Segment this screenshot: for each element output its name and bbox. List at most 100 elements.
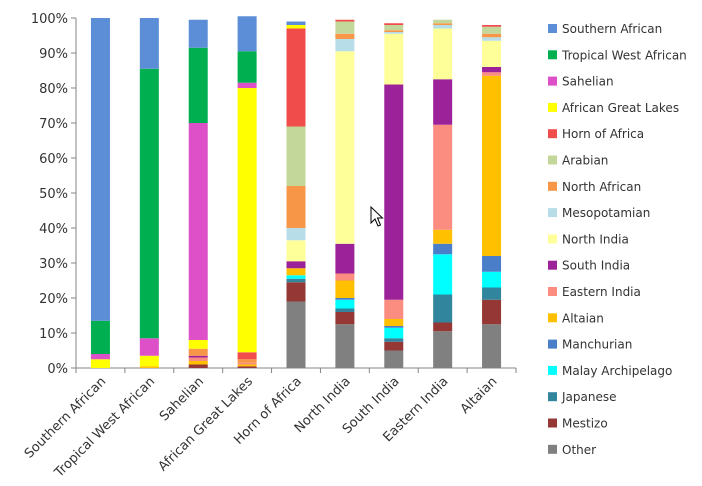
legend-entry: Mestizo [562,417,608,431]
legend-swatch [548,208,557,218]
bar-segment-mesopotamian [433,25,453,29]
legend-entry: Arabian [562,154,608,168]
mouse-pointer-icon [370,206,384,227]
bar-segment-south-india [433,79,453,125]
bar-segment-mestizo [433,322,453,332]
bar-segment-eastern-india [482,72,502,76]
legend-swatch [548,76,557,86]
bar-segment-southern-african [188,19,208,48]
bar-segment-eastern-india [335,273,355,281]
bar-segment-arabian [335,21,355,34]
legend-swatch [548,50,557,60]
legend-swatch [548,102,557,112]
legend-swatch [548,155,557,165]
y-tick-label: 20% [39,292,68,307]
bar-segment-eastern-india [188,357,208,361]
bar-segment-tropical-west-african [90,320,110,354]
legend-swatch [548,339,557,349]
bar-segment-altaian [384,319,404,326]
bar-segment-african-great-lakes [286,25,306,29]
bar-segment-mestizo [188,364,208,368]
bar-segment-arabian [433,19,453,24]
bar-segment-arabian [384,25,404,31]
bar-segment-japanese [286,278,306,283]
bar-segment-north-india [335,51,355,244]
legend-swatch [548,181,557,191]
bar-segment-altaian [335,280,355,298]
bar-segment-sahelian [139,338,159,356]
bar-segment-north-india [286,240,306,262]
bar-segment-south-india [384,84,404,300]
bar-segment-north-african [286,186,306,228]
bar-segment-japanese [482,287,502,300]
bar-segment-altaian [482,75,502,256]
bar-segment-mestizo [482,299,502,325]
y-tick-label: 70% [39,117,68,132]
bar-segment-north-india [433,28,453,80]
x-tick-label: Altaian [458,374,501,417]
legend-swatch [548,234,557,244]
bar-segment-mesopotamian [384,32,404,34]
bar-segment-north-india [482,40,502,67]
legend-swatch [548,260,557,270]
bar-segment-african-great-lakes [90,359,110,368]
legend-swatch [548,392,557,402]
bar-segment-horn-of-africa [286,28,306,127]
bar-segment-altaian [188,361,208,365]
bar-segment-other [335,324,355,368]
bar-segment-mesopotamian [482,37,502,41]
y-tick-label: 10% [39,327,68,342]
y-tick-label: 90% [39,47,68,62]
bar-segment-mesopotamian [286,228,306,241]
legend-swatch [548,129,557,139]
bar-segment-horn-of-africa [482,25,502,27]
bar-segment-north-african [237,359,257,363]
legend-entry: Sahelian [562,75,614,89]
bar-segment-other [384,350,404,368]
bar-segment-north-african [433,23,453,25]
legend-entry: Horn of Africa [562,127,644,141]
bar-segment-horn-of-africa [335,19,355,22]
y-tick-label: 80% [39,82,68,97]
legend-swatch [548,313,557,323]
legend-swatch [548,444,557,454]
bar-segment-south-india [482,67,502,73]
y-tick-label: 50% [39,187,68,202]
bar-segment-arabian [482,26,502,34]
legend-entry: Mesopotamian [562,206,650,220]
bar-segment-north-india [384,33,404,85]
bar-segment-manchurian [433,243,453,255]
y-tick-label: 0% [47,362,68,377]
bar-segment-japanese [433,294,453,323]
bar-segment-altaian [237,364,257,367]
bar-segment-japanese [335,308,355,312]
bar-segment-north-african [188,348,208,356]
bar-segment-african-great-lakes [188,340,208,349]
bar-segment-southern-african [286,21,306,25]
bar-segment-malay-archipelago [286,275,306,279]
bar-segment-southern-african [90,18,110,321]
y-tick-label: 40% [39,222,68,237]
x-tick-label: Sahelian [157,374,207,424]
legend-entry: Manchurian [562,338,632,352]
legend-entry: Other [562,443,596,457]
bar-segment-mestizo [237,366,257,368]
bar-segment-malay-archipelago [335,299,355,309]
legend-entry: North India [562,232,629,246]
legend-entry: Japanese [561,390,617,404]
legend-swatch [548,365,557,375]
legend-entry: North African [562,180,641,194]
bar-segment-mestizo [286,282,306,302]
legend-entry: Altaian [562,311,604,325]
bar-segment-other [482,324,502,368]
bar-segment-southern-african [237,16,257,52]
bar-segment-malay-archipelago [482,271,502,288]
bar-segment-south-india [335,243,355,274]
bar-segment-north-african [384,30,404,32]
bar-segment-altaian [433,229,453,244]
legend-entry: Tropical West African [561,48,687,62]
legend-entry: Eastern India [562,285,641,299]
bar-segment-manchurian [384,326,404,328]
bar-segment-tropical-west-african [188,47,208,123]
